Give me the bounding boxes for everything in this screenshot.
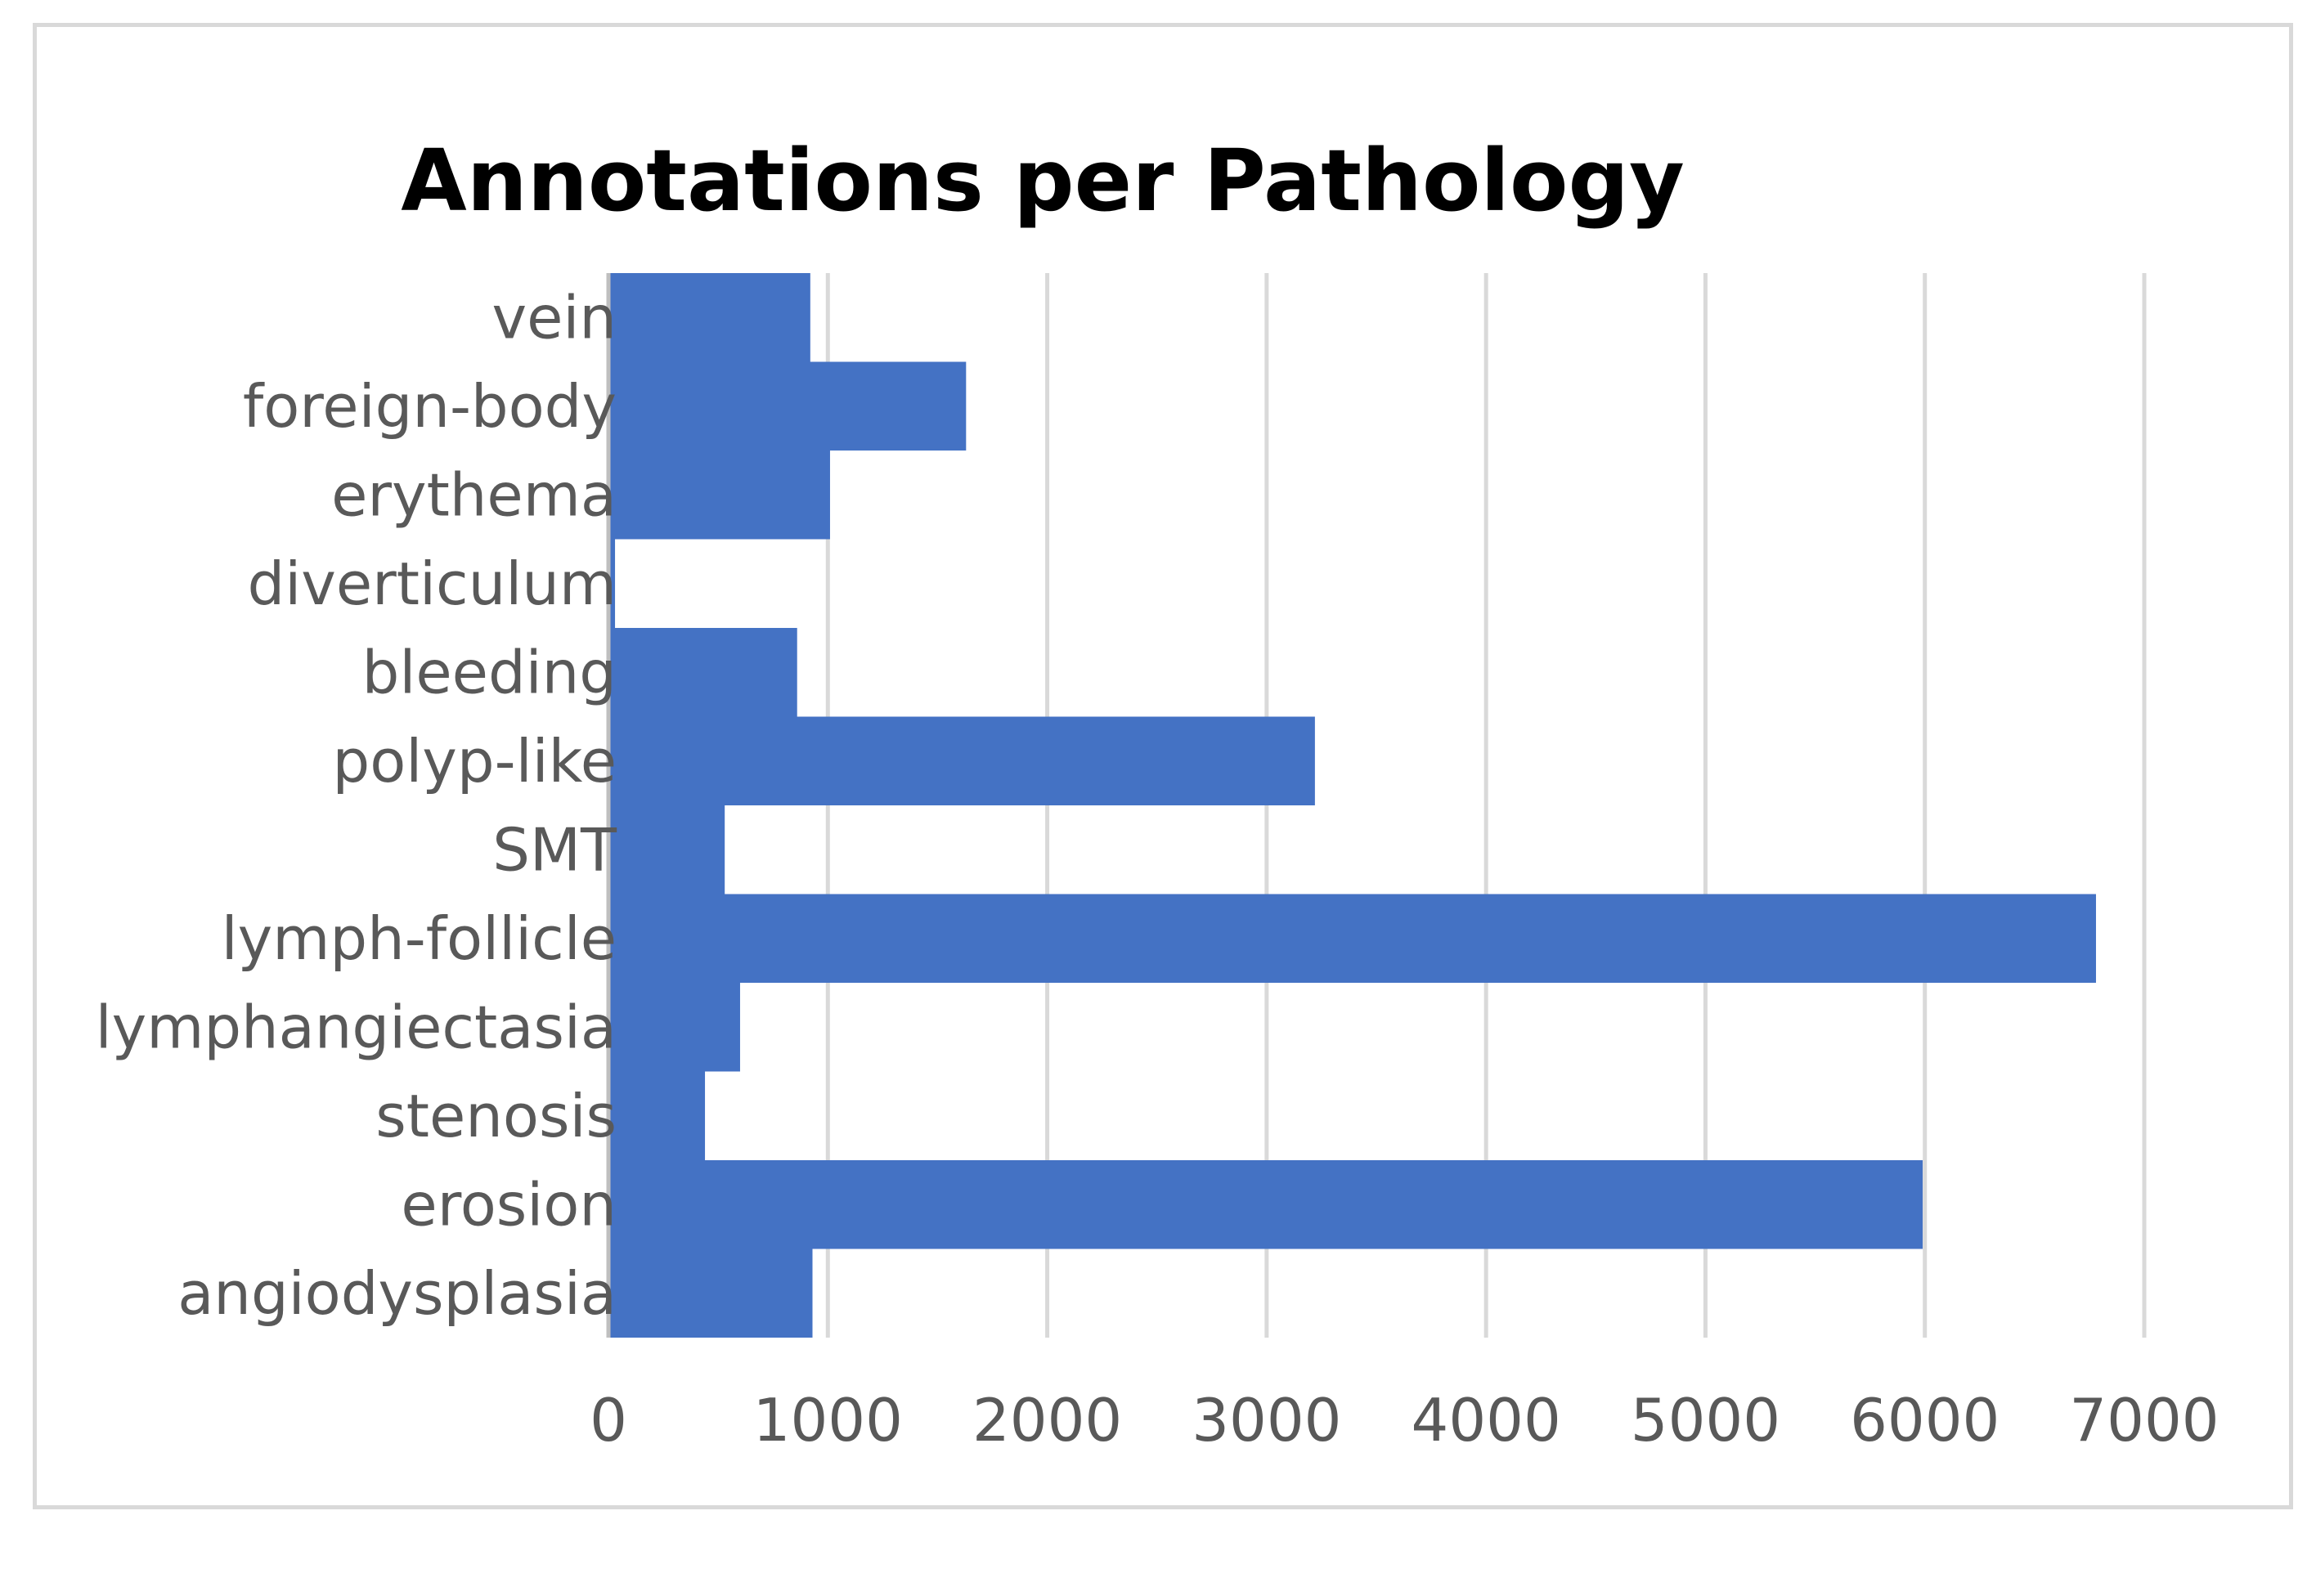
x-tick-labels: 0 1000 2000 3000 4000 5000 6000 7000 xyxy=(590,1386,2220,1455)
category-label-bleeding: bleeding xyxy=(362,638,617,706)
x-tick-label-0: 0 xyxy=(590,1386,627,1455)
bar-polyp-like xyxy=(608,716,1315,805)
category-label-lymphangiectasia: lymphangiectasia xyxy=(96,993,617,1061)
bar-stenosis xyxy=(608,1071,706,1160)
category-label-diverticulum: diverticulum xyxy=(248,549,617,618)
bar-lymph-follicle xyxy=(608,894,2096,983)
category-label-stenosis: stenosis xyxy=(375,1082,617,1150)
x-tick-label-2000: 2000 xyxy=(972,1386,1122,1455)
bar-vein xyxy=(608,273,810,362)
bar-erosion xyxy=(608,1160,1923,1249)
bar-angiodysplasia xyxy=(608,1249,813,1338)
category-label-erythema: erythema xyxy=(331,460,617,529)
x-tick-label-1000: 1000 xyxy=(753,1386,903,1455)
category-label-foreign-body: foreign-body xyxy=(243,372,617,441)
category-label-vein: vein xyxy=(491,283,617,352)
bar-SMT xyxy=(608,805,725,894)
category-labels: vein foreign-body erythema diverticulum blee… xyxy=(96,283,617,1328)
category-label-polyp-like: polyp-like xyxy=(333,727,617,796)
x-tick-label-6000: 6000 xyxy=(1850,1386,2000,1455)
bar-diverticulum xyxy=(608,539,616,628)
bar-lymphangiectasia xyxy=(608,983,740,1072)
chart-title: Annotations per Pathology xyxy=(401,131,1685,231)
bars xyxy=(608,273,2096,1338)
category-label-erosion: erosion xyxy=(401,1170,617,1239)
bar-erythema xyxy=(608,451,830,540)
category-label-angiodysplasia: angiodysplasia xyxy=(177,1259,617,1328)
category-label-lymph-follicle: lymph-follicle xyxy=(222,904,617,973)
bar-bleeding xyxy=(608,628,797,717)
x-tick-label-3000: 3000 xyxy=(1192,1386,1341,1455)
x-tick-label-4000: 4000 xyxy=(1412,1386,1561,1455)
category-label-SMT: SMT xyxy=(492,815,617,884)
bar-foreign-body xyxy=(608,361,967,451)
x-tick-label-5000: 5000 xyxy=(1631,1386,1780,1455)
x-tick-label-7000: 7000 xyxy=(2069,1386,2219,1455)
